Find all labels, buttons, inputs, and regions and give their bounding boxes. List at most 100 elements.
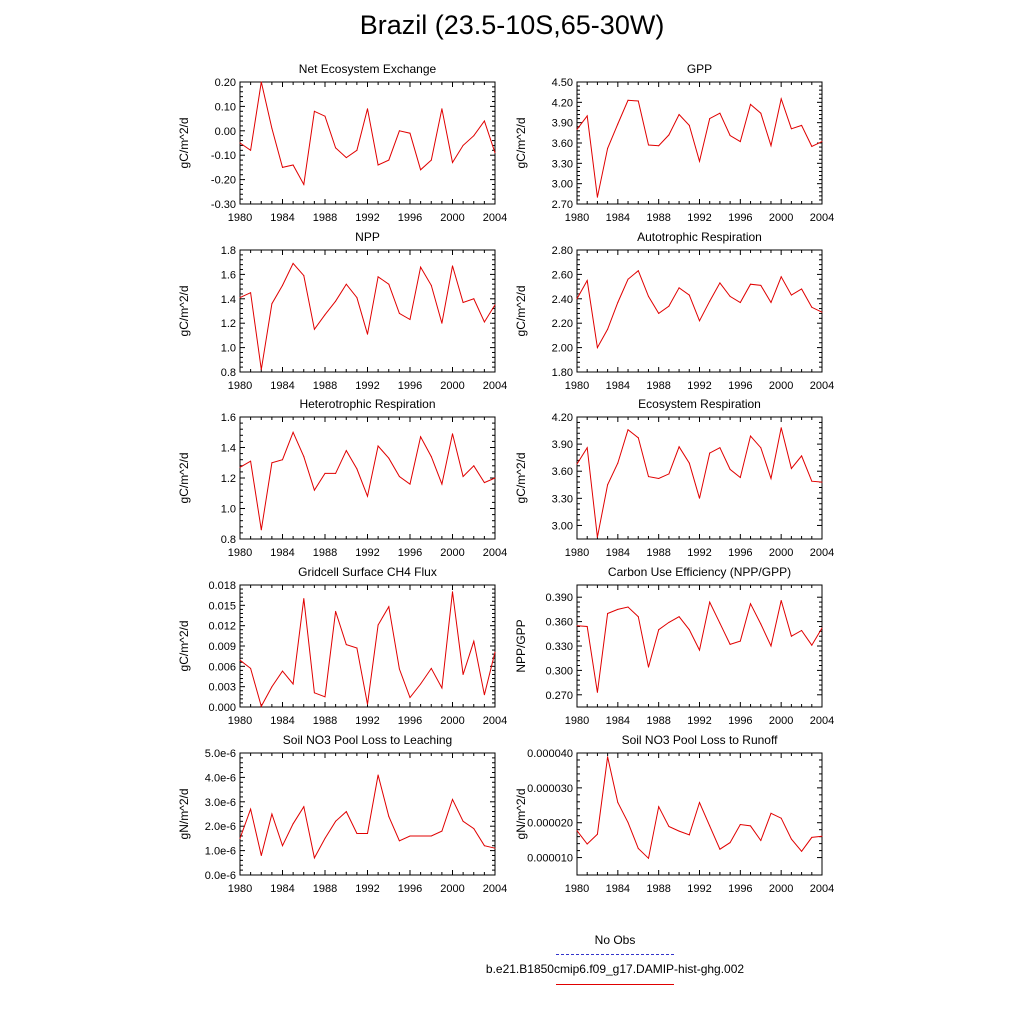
data-point — [648, 144, 649, 146]
y-tick-label: 3.0e-6 — [205, 797, 236, 809]
data-point — [821, 627, 823, 629]
data-point — [303, 598, 305, 600]
y-tick-label: 0.000030 — [527, 783, 573, 795]
data-point — [430, 159, 432, 161]
y-axis-label: gC/m^2/d — [514, 453, 528, 504]
x-tick-label: 1996 — [398, 883, 422, 895]
data-point — [345, 450, 347, 452]
data-point — [420, 436, 422, 438]
data-point — [780, 276, 782, 278]
data-point — [462, 820, 464, 822]
plot-frame — [239, 584, 496, 708]
data-point — [292, 262, 294, 264]
data-point — [324, 314, 326, 316]
x-tick-label: 1992 — [355, 380, 379, 392]
y-tick-label: 1.0 — [221, 343, 236, 355]
y-tick-label: 5.0e-6 — [205, 748, 236, 760]
data-point — [345, 811, 347, 813]
data-point — [377, 164, 379, 166]
data-point — [658, 145, 660, 147]
series-line — [239, 262, 496, 370]
y-tick-label: 0.012 — [208, 621, 236, 633]
data-point — [271, 686, 273, 688]
data-point — [596, 347, 598, 349]
y-tick-label: 0.8 — [221, 367, 236, 379]
x-tick-label: 2004 — [483, 212, 507, 224]
x-tick-label: 1996 — [398, 380, 422, 392]
data-point — [345, 157, 347, 159]
data-point — [760, 447, 762, 449]
data-point — [292, 164, 294, 166]
data-point — [750, 103, 751, 105]
x-tick-label: 1984 — [270, 715, 294, 727]
series-line — [239, 430, 496, 530]
data-point — [483, 120, 485, 122]
data-point — [780, 600, 782, 601]
x-tick-label: 2004 — [810, 715, 834, 727]
y-axis-label: gC/m^2/d — [177, 118, 191, 169]
plot-frame — [576, 416, 823, 540]
data-point — [699, 802, 700, 803]
x-tick-label: 1988 — [313, 883, 337, 895]
data-point — [678, 287, 680, 289]
y-tick-label: 2.60 — [552, 269, 573, 281]
data-point — [367, 833, 368, 834]
data-point — [821, 141, 823, 143]
data-point — [586, 843, 588, 845]
y-tick-label: 3.90 — [552, 118, 573, 130]
data-point — [586, 115, 588, 117]
x-tick-label: 2000 — [440, 547, 464, 559]
y-tick-label: 3.60 — [552, 138, 573, 150]
x-tick-label: 1984 — [270, 212, 294, 224]
data-point — [801, 630, 803, 631]
y-tick-label: 1.8 — [221, 245, 236, 257]
plot-frame — [239, 416, 496, 540]
data-point — [637, 848, 639, 849]
data-point — [388, 815, 390, 817]
data-point — [260, 369, 262, 371]
data-point — [282, 166, 283, 168]
data-point — [648, 857, 649, 859]
y-tick-label: 1.80 — [552, 367, 573, 379]
data-point — [473, 828, 475, 830]
data-point — [790, 128, 792, 130]
data-point — [760, 623, 762, 625]
data-point — [770, 302, 772, 303]
y-tick-label: 0.015 — [208, 600, 236, 612]
data-point — [250, 808, 252, 810]
data-point — [770, 645, 772, 647]
data-point — [811, 480, 813, 482]
data-point — [658, 478, 660, 479]
data-point — [335, 300, 337, 302]
data-point — [627, 606, 629, 608]
data-point — [430, 667, 432, 669]
y-axis-label: gC/m^2/d — [177, 453, 191, 504]
data-point — [313, 110, 315, 112]
x-tick-label: 1980 — [565, 212, 589, 224]
y-tick-label: 3.30 — [552, 158, 573, 170]
data-point — [441, 322, 443, 324]
data-point — [596, 833, 598, 835]
data-point — [282, 284, 283, 286]
data-point — [678, 616, 680, 618]
data-point — [313, 857, 315, 859]
y-tick-label: 0.003 — [208, 682, 236, 694]
data-point — [250, 292, 252, 294]
data-point — [658, 806, 660, 808]
y-tick-label: 0.00 — [215, 126, 236, 138]
data-point — [790, 294, 792, 296]
y-tick-label: 0.009 — [208, 641, 236, 653]
data-point — [719, 282, 721, 284]
data-point — [607, 147, 609, 149]
y-axis-label: gC/m^2/d — [177, 286, 191, 337]
data-point — [367, 495, 368, 497]
data-point — [335, 147, 337, 149]
data-point — [377, 445, 379, 447]
data-point — [688, 629, 690, 631]
x-tick-label: 1988 — [646, 547, 670, 559]
x-tick-label: 1988 — [646, 212, 670, 224]
panel-title: Ecosystem Respiration — [638, 397, 761, 411]
data-point — [648, 295, 649, 297]
data-point — [739, 302, 741, 303]
x-tick-label: 1980 — [228, 212, 252, 224]
